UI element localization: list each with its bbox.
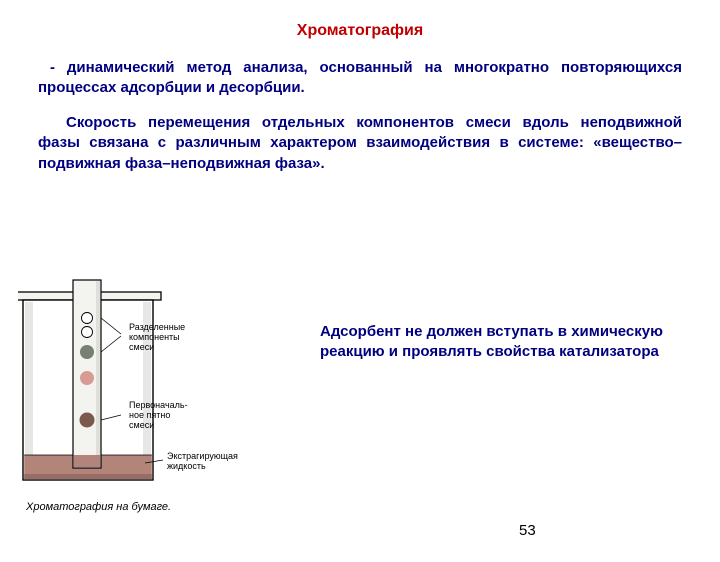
label-liquid-2: жидкость bbox=[167, 461, 206, 471]
definition-para: - динамический метод анализа, основанный… bbox=[38, 58, 682, 99]
page-number: 53 bbox=[519, 522, 536, 539]
speed-para: Скорость перемещения отдельных компонент… bbox=[38, 113, 682, 175]
label-original-3: смеси bbox=[129, 420, 154, 430]
label-separated-2: компоненты bbox=[129, 332, 180, 342]
label-separated-1: Разделенные bbox=[129, 322, 185, 332]
label-original-1: Первоначаль- bbox=[129, 400, 188, 410]
diagram-caption: Хроматография на бумаге. bbox=[25, 501, 171, 513]
page-title: Хроматография bbox=[0, 22, 720, 40]
label-separated-3: смеси bbox=[129, 342, 154, 352]
label-original-2: ное пятно bbox=[129, 410, 170, 420]
chromatography-diagram: РазделенныекомпонентысмесиПервоначаль-но… bbox=[18, 274, 318, 554]
label-liquid-1: Экстрагирующая bbox=[167, 451, 238, 461]
adsorbent-note: Адсорбент не должен вступать в химическу… bbox=[320, 322, 670, 363]
